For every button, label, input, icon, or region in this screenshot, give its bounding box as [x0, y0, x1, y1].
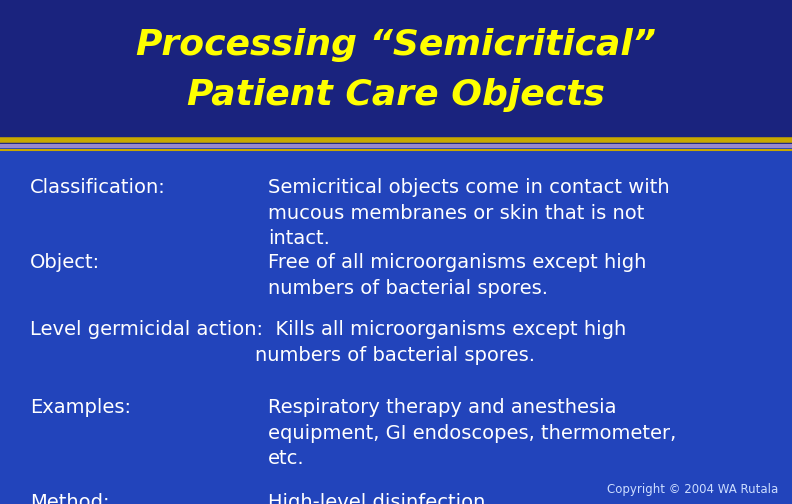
Text: High-level disinfection: High-level disinfection [268, 493, 485, 504]
Text: Free of all microorganisms except high
numbers of bacterial spores.: Free of all microorganisms except high n… [268, 253, 646, 298]
Text: Object:: Object: [30, 253, 100, 272]
Text: Level germicidal action:  Kills all microorganisms except high
                 : Level germicidal action: Kills all micro… [30, 320, 626, 365]
Text: Semicritical objects come in contact with
mucous membranes or skin that is not
i: Semicritical objects come in contact wit… [268, 178, 669, 248]
Text: Processing “Semicritical”: Processing “Semicritical” [136, 28, 656, 62]
Text: Examples:: Examples: [30, 398, 131, 417]
Text: Patient Care Objects: Patient Care Objects [187, 78, 605, 112]
Text: Copyright © 2004 WA Rutala: Copyright © 2004 WA Rutala [607, 483, 778, 496]
FancyBboxPatch shape [0, 0, 792, 148]
Text: Method:: Method: [30, 493, 109, 504]
Text: Classification:: Classification: [30, 178, 166, 197]
Text: Respiratory therapy and anesthesia
equipment, GI endoscopes, thermometer,
etc.: Respiratory therapy and anesthesia equip… [268, 398, 676, 469]
